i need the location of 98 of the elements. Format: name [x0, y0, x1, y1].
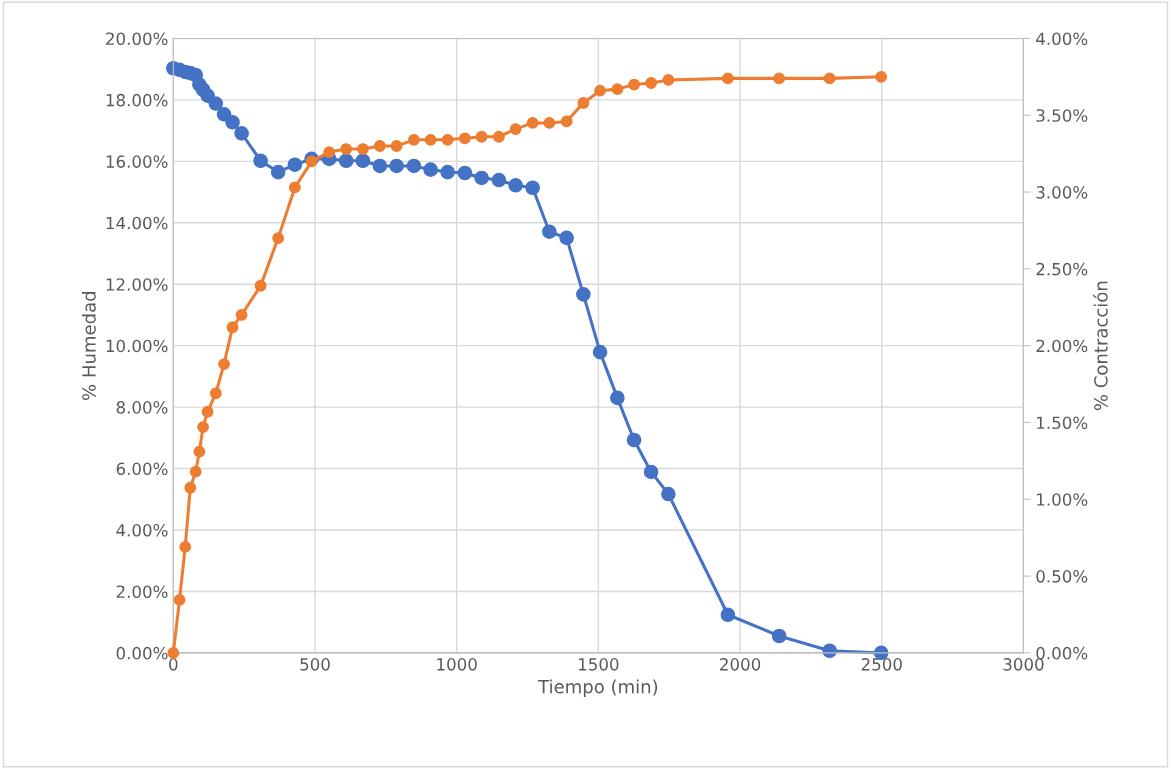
point	[645, 77, 657, 89]
x-tick-label: 0	[169, 658, 178, 671]
point	[610, 390, 625, 406]
point	[542, 224, 557, 239]
y-tick-label: 16.00%	[106, 155, 168, 168]
point	[193, 445, 206, 458]
point	[373, 140, 386, 152]
point	[474, 170, 489, 186]
point	[355, 153, 371, 169]
point	[491, 172, 507, 188]
point	[340, 143, 353, 155]
point	[287, 157, 303, 173]
point	[338, 153, 354, 169]
y-tick-label: 12.00%	[106, 278, 168, 291]
point	[423, 162, 438, 177]
y-tick-label: 6.00%	[116, 462, 168, 476]
point	[356, 143, 369, 155]
y2-tick-label: 1.00%	[1037, 493, 1088, 506]
point	[323, 146, 336, 159]
x-tick-label: 2500	[861, 658, 902, 671]
point	[773, 72, 786, 85]
point	[509, 123, 522, 135]
point	[440, 164, 455, 180]
point	[576, 287, 591, 302]
point	[560, 115, 573, 128]
point	[592, 344, 608, 360]
y-tick-label: 0.00%	[116, 646, 168, 660]
point	[823, 72, 836, 85]
y-tick-label: 20.00%	[106, 32, 168, 46]
y-tick-label: 18.00%	[106, 93, 168, 107]
point	[389, 158, 404, 174]
y2-tick-label: 3.00%	[1036, 186, 1088, 199]
point	[508, 178, 523, 193]
point	[459, 132, 471, 145]
y2-tick-label: 0.50%	[1036, 570, 1088, 583]
point	[253, 153, 268, 169]
y2-tick-label: 2.00%	[1036, 339, 1088, 353]
y2-axis-title: % Contracción	[1093, 281, 1108, 411]
point	[226, 321, 239, 334]
point	[235, 309, 248, 321]
point	[254, 279, 267, 292]
point	[225, 115, 240, 130]
point	[407, 133, 420, 146]
point	[184, 481, 197, 494]
point	[272, 232, 285, 245]
y2-tick-label: 4.00%	[1036, 32, 1088, 46]
point	[662, 74, 675, 86]
point	[189, 465, 202, 478]
point	[626, 432, 642, 448]
point	[875, 70, 888, 83]
point	[721, 72, 734, 85]
point	[270, 164, 286, 180]
point	[457, 165, 473, 181]
x-tick-label: 2000	[720, 658, 761, 671]
y-tick-label: 4.00%	[116, 523, 168, 537]
y-tick-label: 14.00%	[106, 216, 168, 230]
point	[771, 628, 787, 644]
point	[594, 84, 606, 97]
point	[475, 130, 488, 143]
point	[559, 230, 574, 246]
point	[173, 593, 186, 606]
x-tick-label: 1000	[437, 658, 477, 671]
y-tick-label: 8.00%	[116, 401, 168, 414]
point	[441, 133, 454, 146]
x-tick-label: 3000	[1003, 658, 1044, 671]
y-tick-label: 10.00%	[106, 339, 168, 353]
point	[305, 155, 318, 168]
point	[643, 464, 659, 480]
point	[201, 405, 214, 418]
point	[424, 133, 437, 146]
point	[720, 607, 736, 623]
point	[577, 97, 590, 109]
point	[179, 540, 192, 553]
point	[208, 96, 224, 111]
point	[493, 130, 505, 143]
x-axis-title: Tiempo (min)	[538, 679, 658, 697]
point	[525, 180, 540, 196]
y2-tick-label: 0.00%	[1036, 646, 1088, 660]
point	[197, 421, 209, 433]
point	[209, 387, 222, 400]
y2-tick-label: 3.50%	[1036, 109, 1088, 122]
y2-tick-label: 2.50%	[1036, 262, 1088, 276]
point	[611, 83, 624, 96]
point	[372, 158, 388, 174]
point	[234, 126, 249, 141]
x-tick-label: 500	[300, 658, 330, 671]
y2-tick-label: 1.50%	[1037, 416, 1088, 430]
point	[526, 117, 539, 129]
x-tick-label: 1500	[579, 658, 619, 671]
point	[406, 158, 422, 174]
point	[661, 486, 676, 502]
point	[390, 140, 403, 152]
y-tick-label: 2.00%	[116, 585, 168, 599]
point	[288, 181, 301, 194]
point	[218, 358, 230, 371]
y-axis-title: % Humedad	[81, 292, 96, 400]
point	[543, 117, 556, 129]
point	[628, 78, 640, 91]
